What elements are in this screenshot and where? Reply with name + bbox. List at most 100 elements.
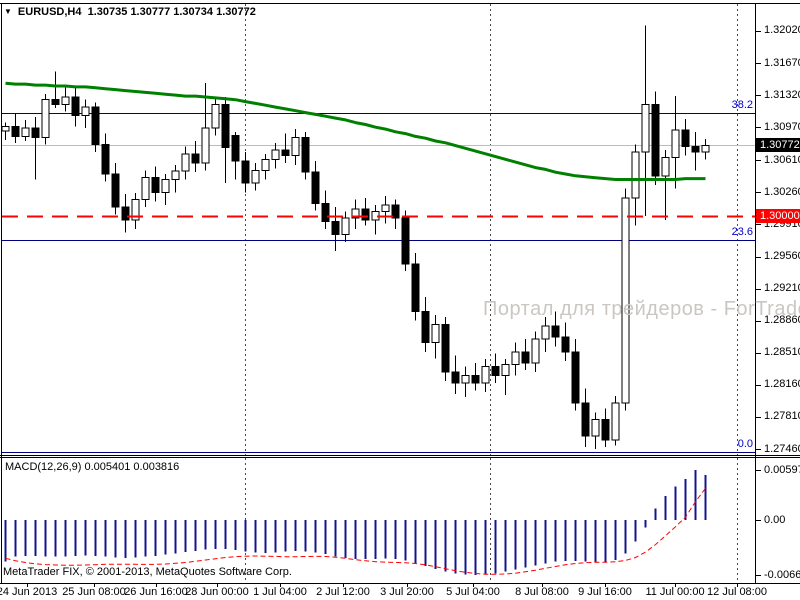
macd-tick-label: 0.00 (764, 513, 786, 526)
time-tick-label: 9 Jul 16:00 (578, 586, 632, 598)
time-tick-label: 8 Jul 08:00 (515, 586, 569, 598)
candle-bearish (561, 336, 570, 353)
candle-bearish (521, 351, 530, 364)
price-tick-label: 1.27460 (764, 442, 800, 455)
candle-bullish (621, 197, 630, 404)
candle-bearish (71, 96, 80, 116)
candle-bullish (261, 158, 270, 171)
candle-bearish (421, 311, 430, 344)
macd-indicator-label: MACD(12,26,9) 0.005401 0.003816 (5, 461, 180, 473)
time-tick-label: 25 Jun 08:00 (62, 586, 126, 598)
candle-bullish (161, 178, 170, 193)
candle-bearish (331, 221, 340, 236)
candle-bullish (381, 204, 390, 213)
candle-bearish (491, 366, 500, 377)
red-level-price-box: 1.30000 (756, 209, 800, 224)
price-tick-label: 1.29560 (764, 250, 800, 262)
title-symbol-period: EURUSD,H4 (17, 6, 82, 18)
time-tick-label: 26 Jun 16:00 (124, 586, 188, 598)
candle-bullish (591, 419, 600, 437)
time-tick-label: 1 Jul 04:00 (253, 586, 307, 598)
candle-bearish (51, 99, 60, 105)
candle-bullish (211, 103, 220, 129)
fib-level-label: 0.0 (737, 438, 753, 451)
candle-bearish (121, 206, 130, 221)
candle-bullish (171, 170, 180, 180)
candle-bearish (11, 125, 20, 137)
candle-bullish (351, 208, 360, 219)
candle-bullish (431, 323, 440, 344)
candle-bearish (681, 129, 690, 147)
candle-bullish (701, 144, 710, 153)
candle-bearish (601, 419, 610, 441)
candle-bullish (631, 151, 640, 199)
candle-bullish (251, 169, 260, 184)
candle-bullish (291, 136, 300, 157)
time-tick-label: 28 Jun 00:00 (185, 586, 249, 598)
candle-bullish (501, 364, 510, 377)
candle-bullish (181, 153, 190, 172)
candle-bullish (641, 103, 650, 153)
macd-tick-label: 0.005974 (764, 463, 800, 476)
candle-bullish (131, 199, 140, 221)
candle-bearish (651, 103, 660, 177)
candle-bearish (111, 173, 120, 208)
candle-bearish (441, 323, 450, 373)
time-tick-label: 3 Jul 20:00 (380, 586, 434, 598)
title-ohlc-values: 1.30735 1.30777 1.30734 1.30772 (87, 6, 256, 18)
candle-bearish (361, 208, 370, 221)
symbol-dropdown-icon: ▼ (4, 7, 12, 16)
price-tick-label: 1.27810 (764, 410, 800, 423)
moving-average-line (5, 81, 706, 181)
time-tick-label: 5 Jul 04:00 (446, 586, 500, 598)
current-price-box: 1.30772 (756, 138, 800, 153)
time-tick-label: 24 Jun 2013 (0, 586, 58, 598)
candle-bearish (691, 145, 700, 153)
price-tick-label: 1.31670 (764, 56, 800, 69)
candle-bearish (241, 160, 250, 184)
time-tick-label: 11 Jul 00:00 (645, 586, 705, 598)
price-tick-label: 1.30260 (764, 185, 800, 198)
candle-bearish (191, 153, 200, 164)
candle-bearish (281, 149, 290, 157)
candle-bullish (541, 325, 550, 340)
candle-bearish (411, 263, 420, 313)
price-tick-label: 1.30970 (764, 120, 800, 133)
price-tick-label: 1.31320 (764, 88, 800, 101)
fib-level-label: 38.2 (731, 99, 753, 112)
candle-bullish (271, 149, 280, 160)
candle-bearish (471, 375, 480, 384)
candle-bullish (41, 99, 50, 138)
candle-bullish (531, 338, 540, 364)
candle-bearish (151, 177, 160, 193)
candle-bearish (311, 171, 320, 204)
copyright-text: MetaTrader FIX, © 2001-2013, MetaQuotes … (3, 566, 292, 578)
candle-bearish (401, 217, 410, 265)
candle-bullish (341, 217, 350, 236)
time-tick-label: 2 Jul 12:00 (316, 586, 370, 598)
watermark-text: Портал для трейдеров - ForTrader.ru (483, 298, 800, 320)
macd-signal-line (5, 487, 706, 575)
candle-bearish (581, 402, 590, 437)
candle-bearish (231, 134, 240, 162)
price-tick-label: 1.30610 (764, 153, 800, 166)
candle-bearish (551, 325, 560, 338)
candle-bearish (101, 144, 110, 175)
price-tick-label: 1.32020 (764, 24, 800, 37)
candle-bearish (31, 127, 40, 138)
time-tick-label: 12 Jul 08:00 (707, 586, 767, 598)
candle-bullish (21, 127, 30, 137)
candle-bearish (391, 204, 400, 219)
candle-bearish (451, 371, 460, 384)
candle-bullish (81, 106, 90, 116)
candle-bullish (511, 351, 520, 366)
candle-bullish (611, 402, 620, 441)
price-tick-label: 1.28860 (764, 314, 800, 327)
price-tick-label: 1.28160 (764, 378, 800, 391)
candle-bullish (671, 129, 680, 158)
candle-bearish (91, 106, 100, 146)
candle-bearish (571, 351, 580, 404)
chart-title: ▼ EURUSD,H4 1.30735 1.30777 1.30734 1.307… (4, 6, 256, 18)
